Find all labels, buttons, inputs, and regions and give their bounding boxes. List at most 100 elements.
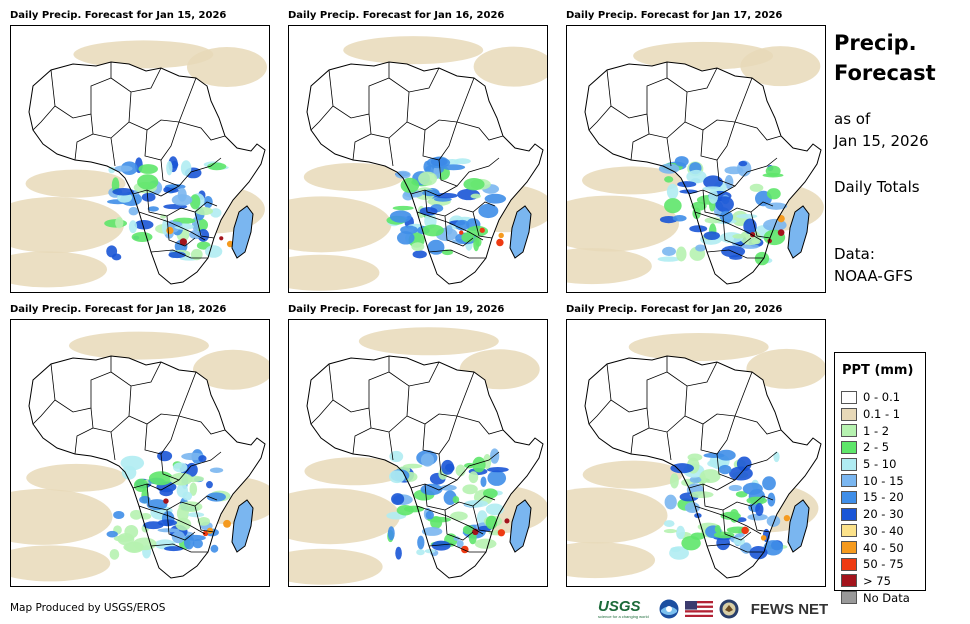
precip-area-shape	[113, 510, 125, 520]
precip-area-shape	[489, 448, 500, 464]
precip-area-shape	[762, 476, 776, 491]
dry-area-shape	[11, 197, 124, 254]
precip-area-shape	[395, 170, 411, 179]
precip-area-shape	[392, 205, 414, 211]
dry-area-shape	[73, 40, 214, 69]
legend-label: 30 - 40	[863, 523, 904, 538]
precip-area-shape	[109, 548, 120, 560]
precip-area-shape	[716, 449, 736, 461]
country-border	[138, 211, 206, 241]
precip-area-shape	[187, 512, 205, 518]
heavy-precip-shape	[223, 519, 231, 528]
precip-area-shape	[108, 166, 116, 174]
precip-area-shape	[185, 462, 198, 477]
country-border	[406, 371, 475, 425]
legend-label: 0 - 0.1	[863, 390, 901, 405]
heavy-precip-shape	[459, 230, 464, 235]
panel-title: Daily Precip. Forecast for Jan 20, 2026	[566, 304, 783, 315]
precip-area-shape	[205, 245, 223, 258]
africa-map-graphic	[567, 41, 824, 285]
precip-area-shape	[207, 162, 227, 171]
country-border	[666, 67, 718, 93]
panel-title: Daily Precip. Forecast for Jan 19, 2026	[288, 304, 505, 315]
precip-area-shape	[157, 519, 178, 527]
madagascar-outline	[509, 499, 532, 553]
precip-area-shape	[462, 484, 478, 495]
precip-area-shape	[765, 202, 788, 210]
precip-area-shape	[766, 188, 781, 200]
precip-area-shape	[664, 198, 682, 214]
legend-label: 20 - 30	[863, 507, 904, 522]
heavy-precip-shape	[783, 514, 791, 522]
precip-area-shape	[749, 545, 768, 560]
legend-item: No Data	[841, 589, 910, 606]
precip-area-shape	[472, 456, 486, 473]
map-credit: Map Produced by USGS/EROS	[10, 602, 166, 614]
legend-label: 0.1 - 1	[863, 407, 901, 422]
precip-area-shape	[395, 546, 402, 560]
daily-totals-label: Daily Totals	[834, 178, 920, 196]
country-border	[666, 361, 718, 387]
madagascar-outline	[231, 205, 254, 259]
precip-area-shape	[426, 157, 451, 169]
legend-label: > 75	[863, 573, 891, 588]
precip-area-shape	[206, 492, 226, 502]
precip-area-shape	[434, 192, 458, 199]
heavy-precip-shape	[498, 232, 504, 239]
country-border	[688, 185, 736, 197]
precip-area-shape	[173, 462, 188, 473]
heavy-precip-shape	[206, 527, 214, 534]
country-border	[684, 371, 753, 425]
country-border	[110, 137, 116, 167]
precip-area-shape	[416, 549, 425, 556]
dry-area-shape	[567, 195, 679, 252]
state-seal-icon	[719, 599, 739, 619]
precip-area-shape	[184, 535, 195, 550]
country-border	[666, 137, 672, 167]
precip-area-shape	[195, 207, 213, 216]
precip-area-shape	[681, 535, 701, 551]
heavy-precip-shape	[202, 530, 209, 537]
legend-swatch	[841, 591, 857, 605]
panel-title: Daily Precip. Forecast for Jan 18, 2026	[10, 304, 227, 315]
dry-area-shape	[473, 46, 547, 87]
country-border	[132, 185, 180, 197]
as-of-block: as of Jan 15, 2026	[834, 108, 929, 152]
precip-area-shape	[456, 540, 464, 548]
country-border	[352, 407, 372, 455]
precip-area-shape	[468, 471, 479, 484]
precip-area-shape	[420, 453, 435, 467]
country-border	[388, 137, 394, 167]
dry-area-shape	[289, 196, 392, 253]
precip-area-shape	[132, 537, 157, 551]
precip-area-shape	[755, 502, 764, 516]
country-border	[416, 505, 484, 535]
data-source-value: NOAA-GFS	[834, 267, 913, 285]
precip-area-shape	[418, 171, 438, 186]
legend-swatch	[841, 574, 857, 588]
country-border	[438, 157, 500, 187]
precip-area-shape	[482, 488, 498, 499]
country-border	[128, 77, 197, 131]
precip-area-shape	[669, 473, 679, 489]
precip-area-shape	[141, 192, 156, 202]
country-border	[694, 211, 762, 241]
legend-item: 5 - 10	[841, 456, 910, 473]
legend-label: 40 - 50	[863, 540, 904, 555]
country-border	[456, 121, 504, 141]
country-border	[472, 211, 493, 239]
country-border	[160, 451, 222, 481]
forecast-panel-jan-15: Daily Precip. Forecast for Jan 15, 2026	[10, 10, 278, 300]
panel-title: Daily Precip. Forecast for Jan 17, 2026	[566, 10, 783, 21]
legend-swatch	[841, 490, 857, 504]
country-border	[32, 399, 56, 425]
forecast-map	[566, 25, 826, 293]
country-border	[310, 105, 334, 131]
precip-area-shape	[766, 515, 781, 527]
precip-area-shape	[206, 481, 213, 489]
precip-area-shape	[115, 217, 124, 229]
precip-area-shape	[699, 469, 721, 484]
precip-area-shape	[138, 164, 158, 174]
country-border	[160, 157, 222, 187]
precip-area-shape	[663, 520, 675, 527]
